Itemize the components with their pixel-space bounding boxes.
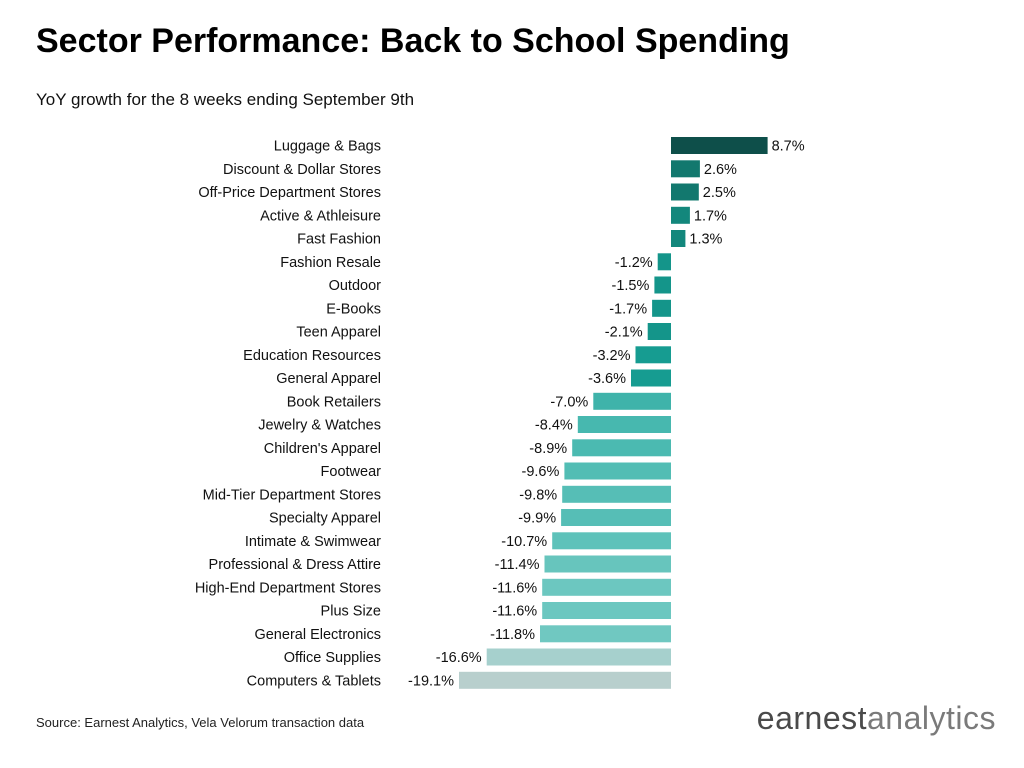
category-label: Fashion Resale [280,255,381,271]
category-label: Plus Size [321,604,381,620]
chart-title: Sector Performance: Back to School Spend… [36,22,790,60]
category-label: Specialty Apparel [269,511,381,527]
value-label: -16.6% [436,650,482,666]
logo-word-analytics: analytics [867,700,996,736]
value-label: -8.4% [535,418,573,434]
category-label: Fast Fashion [297,232,381,248]
category-label: Computers & Tablets [247,673,381,689]
bar [562,485,671,503]
bar [671,230,686,247]
value-label: 1.7% [694,208,727,224]
value-label: -3.6% [588,371,626,387]
value-label: -7.0% [550,394,588,410]
bar [654,276,671,294]
bar [593,392,671,410]
value-label: -9.9% [518,511,556,527]
category-label: Children's Apparel [264,441,381,457]
bar [652,299,671,317]
bar [671,137,768,154]
category-label: Discount & Dollar Stores [223,162,381,178]
value-label: 1.3% [689,232,722,248]
bar [542,602,671,619]
category-label: Luggage & Bags [274,139,381,155]
category-label: High-End Department Stores [195,580,381,596]
category-label: Office Supplies [284,650,381,666]
value-label: -1.7% [609,301,647,317]
category-label: Teen Apparel [296,325,381,341]
bar [635,346,671,364]
bar [577,416,671,433]
category-label: E-Books [326,301,381,317]
bar [564,462,671,480]
bar [561,509,671,526]
bar [459,671,671,689]
source-note: Source: Earnest Analytics, Vela Velorum … [36,715,365,730]
bar [486,648,671,666]
bar-chart: Luggage & Bags 8.7% Discount & Dollar Stor… [195,137,805,689]
value-label: 2.6% [704,162,737,178]
bar [671,160,700,178]
earnest-analytics-logo: earnestanalytics [757,700,996,737]
category-label: Active & Athleisure [260,208,381,224]
category-label: Outdoor [329,278,382,294]
category-label: General Electronics [254,627,381,643]
category-label: Intimate & Swimwear [245,534,381,550]
value-label: -8.9% [529,441,567,457]
logo-word-earnest: earnest [756,700,867,736]
bar [671,206,690,224]
category-label: Off-Price Department Stores [198,185,381,201]
value-label: -11.6% [492,604,537,620]
bar [657,253,671,271]
category-label: General Apparel [276,371,381,387]
category-label: Education Resources [243,348,381,364]
value-label: -1.5% [612,278,650,294]
value-label: -19.1% [408,673,454,689]
bar [540,625,671,643]
value-label: -10.7% [501,534,547,550]
category-label: Jewelry & Watches [258,418,381,434]
value-label: -11.6% [492,580,537,596]
bar [542,578,671,596]
value-label: -11.8% [490,627,535,643]
chart-subtitle: YoY growth for the 8 weeks ending Septem… [36,90,415,109]
bar [544,555,671,573]
value-label: 2.5% [703,185,736,201]
value-label: -9.8% [519,487,557,503]
value-label: -2.1% [605,325,643,341]
category-label: Footwear [321,464,382,480]
bar [631,369,671,387]
value-label: 8.7% [772,139,805,155]
category-label: Mid-Tier Department Stores [203,487,381,503]
bar [572,439,671,457]
bar [671,183,699,201]
bar [647,323,671,340]
value-label: -1.2% [615,255,653,271]
value-label: -11.4% [495,557,540,573]
value-label: -9.6% [522,464,560,480]
value-label: -3.2% [593,348,631,364]
category-label: Book Retailers [287,394,381,410]
bar [552,532,671,550]
category-label: Professional & Dress Attire [209,557,381,573]
